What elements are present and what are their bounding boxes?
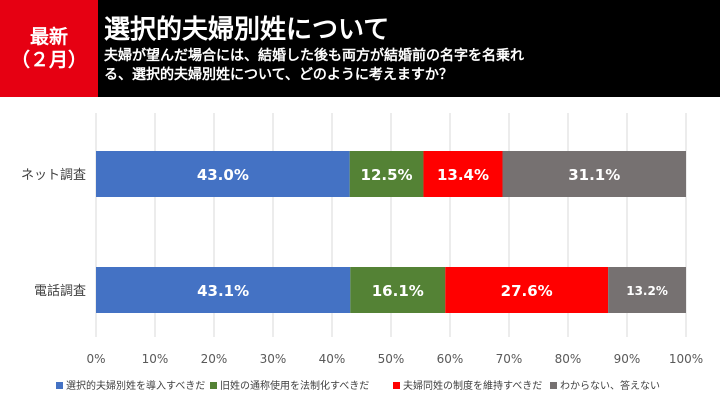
badge-line-2: （２月） [10, 48, 87, 71]
data-label: 16.1% [372, 282, 424, 300]
data-label: 13.4% [437, 166, 489, 184]
data-label: 12.5% [361, 166, 413, 184]
x-tick-label: 60% [437, 352, 464, 366]
bar-segment [96, 267, 351, 313]
bar-segment [349, 151, 424, 197]
bar-segment [445, 267, 609, 313]
bar-segment [502, 151, 686, 197]
data-label: 31.1% [568, 166, 620, 184]
survey-question: 夫婦が望んだ場合には、結婚した後も両方が結婚前の名字を名乗れる、選択的夫婦別姓に… [104, 48, 524, 83]
x-tick-label: 10% [142, 352, 169, 366]
latest-badge: 最新 （２月） [0, 0, 98, 97]
bar-segment [608, 267, 686, 313]
category-label: 電話調査 [34, 283, 86, 299]
data-label: 43.0% [197, 166, 249, 184]
legend-swatch [550, 382, 557, 389]
x-tick-label: 40% [319, 352, 346, 366]
header-bar: 最新 （２月） 選択的夫婦別姓について 夫婦が望んだ場合には、結婚した後も両方が… [0, 0, 720, 97]
x-tick-label: 100% [669, 352, 703, 366]
data-label: 13.2% [626, 284, 668, 298]
x-tick-label: 30% [260, 352, 287, 366]
bar-segment [96, 151, 350, 197]
page-title: 選択的夫婦別姓について [104, 15, 390, 45]
legend-label: 旧姓の通称使用を法制化すべきだ [220, 379, 369, 392]
legend-swatch [393, 382, 400, 389]
data-label: 27.6% [501, 282, 553, 300]
data-label: 43.1% [197, 282, 249, 300]
legend-label: 夫婦同姓の制度を維持すべきだ [403, 379, 542, 392]
badge-line-1: 最新 [29, 25, 68, 48]
x-tick-label: 20% [201, 352, 228, 366]
bar-segment [423, 151, 503, 197]
stacked-bar-chart: 0% 10% 20% 30% 40% 50% 60% 70% 80% 90% 100% ネット調査電話… [21, 113, 703, 392]
category-label: ネット調査 [21, 168, 86, 183]
x-tick-label: 0% [86, 352, 105, 366]
legend-label: 選択的夫婦別姓を導入すべきだ [66, 379, 205, 392]
x-tick-label: 70% [496, 352, 523, 366]
legend-swatch [56, 382, 63, 389]
bar-segment [350, 267, 446, 313]
legend-swatch [210, 382, 217, 389]
x-tick-label: 50% [378, 352, 405, 366]
x-tick-label: 90% [614, 352, 641, 366]
x-tick-label: 80% [555, 352, 582, 366]
legend-label: わからない、答えない [560, 379, 660, 392]
